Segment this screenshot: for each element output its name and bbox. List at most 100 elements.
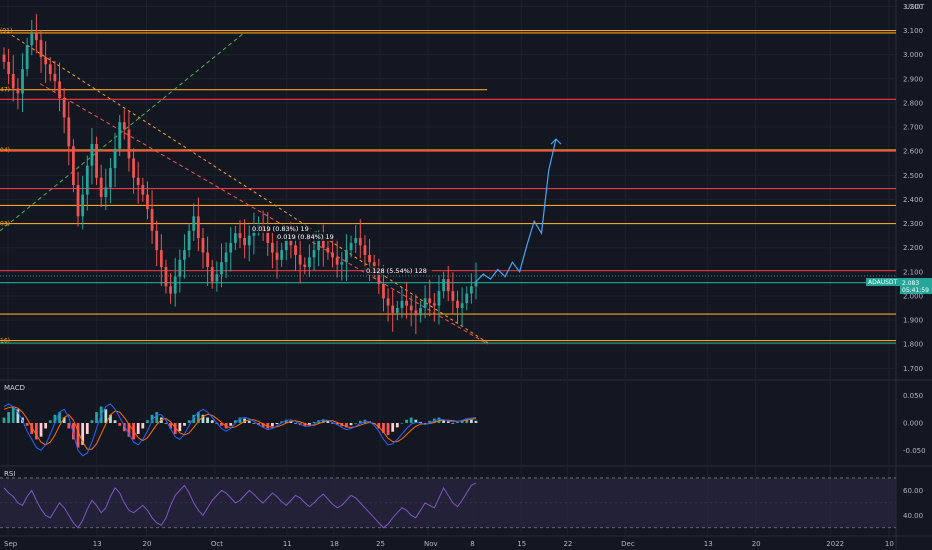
macd-histogram-bar <box>81 423 85 445</box>
candle-body <box>294 245 297 255</box>
rsi-tick-label: 40.00 <box>903 512 923 520</box>
candle-body <box>469 286 473 294</box>
candle-body <box>210 267 214 282</box>
price-tick-label: 2.900 <box>903 75 923 83</box>
candle-body <box>206 252 209 268</box>
candle-body <box>233 233 237 243</box>
candle-body <box>30 32 34 46</box>
time-tick-label: 20 <box>143 540 152 548</box>
macd-line <box>3 403 477 457</box>
macd-histogram-bar <box>210 420 214 423</box>
svg-text:0.019 (0.84%) 19: 0.019 (0.84%) 19 <box>277 233 334 241</box>
candle-body <box>331 252 334 258</box>
macd-histogram-bar <box>335 423 339 425</box>
macd-histogram-bar <box>238 417 242 423</box>
candle-body <box>345 250 348 263</box>
candle-body <box>16 88 20 94</box>
macd-histogram-bar <box>44 423 48 429</box>
candle-body <box>39 40 43 58</box>
rsi-pane[interactable] <box>0 477 896 529</box>
measure-label-2: 0.019 (0.84%) 19 <box>275 232 341 241</box>
candle-body <box>67 117 71 147</box>
candle-body <box>465 293 469 304</box>
candle-body <box>159 250 163 268</box>
macd-histogram-bar <box>164 423 168 424</box>
macd-histogram-bar <box>414 419 418 423</box>
macd-histogram-bar <box>178 423 182 432</box>
candle-body <box>136 177 140 185</box>
time-tick-label: 22 <box>563 540 572 548</box>
macd-histogram-bar <box>446 421 450 423</box>
macd-histogram-bar <box>118 423 122 426</box>
candle-body <box>391 305 395 313</box>
candle-body <box>280 250 284 260</box>
candle-body <box>271 242 274 253</box>
rsi-label: RSI <box>4 470 15 478</box>
svg-text:0.019 (0.83%) 19: 0.019 (0.83%) 19 <box>252 225 309 233</box>
macd-histogram-bar <box>113 420 117 423</box>
candle-body <box>312 250 316 258</box>
candle-body <box>451 291 455 301</box>
time-tick-label: 20 <box>752 540 761 548</box>
macd-histogram-bar <box>53 414 57 423</box>
macd-histogram-bar <box>358 420 362 423</box>
time-tick-label: Oct <box>211 540 223 548</box>
macd-tick-label: 0.050 <box>903 392 923 400</box>
candle-body <box>335 257 339 265</box>
candle-body <box>326 247 330 253</box>
macd-histogram-bar <box>326 420 330 423</box>
time-tick-label: Nov <box>424 540 438 548</box>
macd-histogram-bar <box>233 420 237 423</box>
price-pane[interactable]: (91) 47) 04) 03) 16) <box>0 14 896 345</box>
macd-pane[interactable] <box>2 403 478 457</box>
candle-body <box>196 216 200 239</box>
candle-body <box>215 274 219 282</box>
macd-histogram-bar <box>349 423 353 426</box>
candle-body <box>81 194 85 217</box>
level-tag: 03) <box>0 221 10 228</box>
svg-text:ADAUSDT: ADAUSDT <box>868 279 898 286</box>
macd-histogram-bar <box>243 418 247 423</box>
macd-histogram-bar <box>95 412 98 423</box>
candle-body <box>90 143 94 166</box>
macd-histogram-bar <box>25 423 29 426</box>
candle-body <box>35 32 38 41</box>
macd-histogram-bar <box>252 423 256 424</box>
candle-body <box>432 303 436 306</box>
rsi-line <box>3 482 477 529</box>
candle-body <box>62 98 66 118</box>
macd-histogram-bar <box>2 417 6 423</box>
price-tick-label: 2.000 <box>903 292 923 300</box>
macd-histogram-bar <box>229 423 233 426</box>
candle-body <box>201 238 205 253</box>
price-tick-label: 2.100 <box>903 268 923 276</box>
candle-body <box>428 298 432 304</box>
candle-body <box>284 240 288 251</box>
candle-body <box>238 233 242 239</box>
time-tick-label: Dec <box>621 540 635 548</box>
price-tick-label: 1.900 <box>903 317 923 325</box>
macd-histogram-bar <box>331 423 334 424</box>
candle-body <box>187 230 191 251</box>
macd-histogram-bar <box>62 417 66 423</box>
macd-histogram-bar <box>136 423 140 434</box>
macd-histogram-bar <box>284 419 288 423</box>
time-tick-label: Sep <box>4 540 18 548</box>
macd-histogram-bar <box>321 419 325 423</box>
projection-path <box>475 138 557 282</box>
price-tick-label: 2.800 <box>903 99 923 107</box>
descending-trendline-lower <box>39 83 489 345</box>
macd-histogram-bar <box>109 414 112 423</box>
macd-histogram-bar <box>48 420 52 423</box>
macd-histogram-bar <box>247 420 251 423</box>
candle-body <box>243 238 247 246</box>
candle-body <box>2 54 6 62</box>
macd-histogram-bar <box>67 423 71 429</box>
macd-histogram-bar <box>460 420 464 423</box>
macd-histogram-bar <box>11 406 15 423</box>
candle-body <box>423 298 427 309</box>
macd-histogram-bar <box>294 423 297 424</box>
macd-histogram-bar <box>456 421 459 423</box>
